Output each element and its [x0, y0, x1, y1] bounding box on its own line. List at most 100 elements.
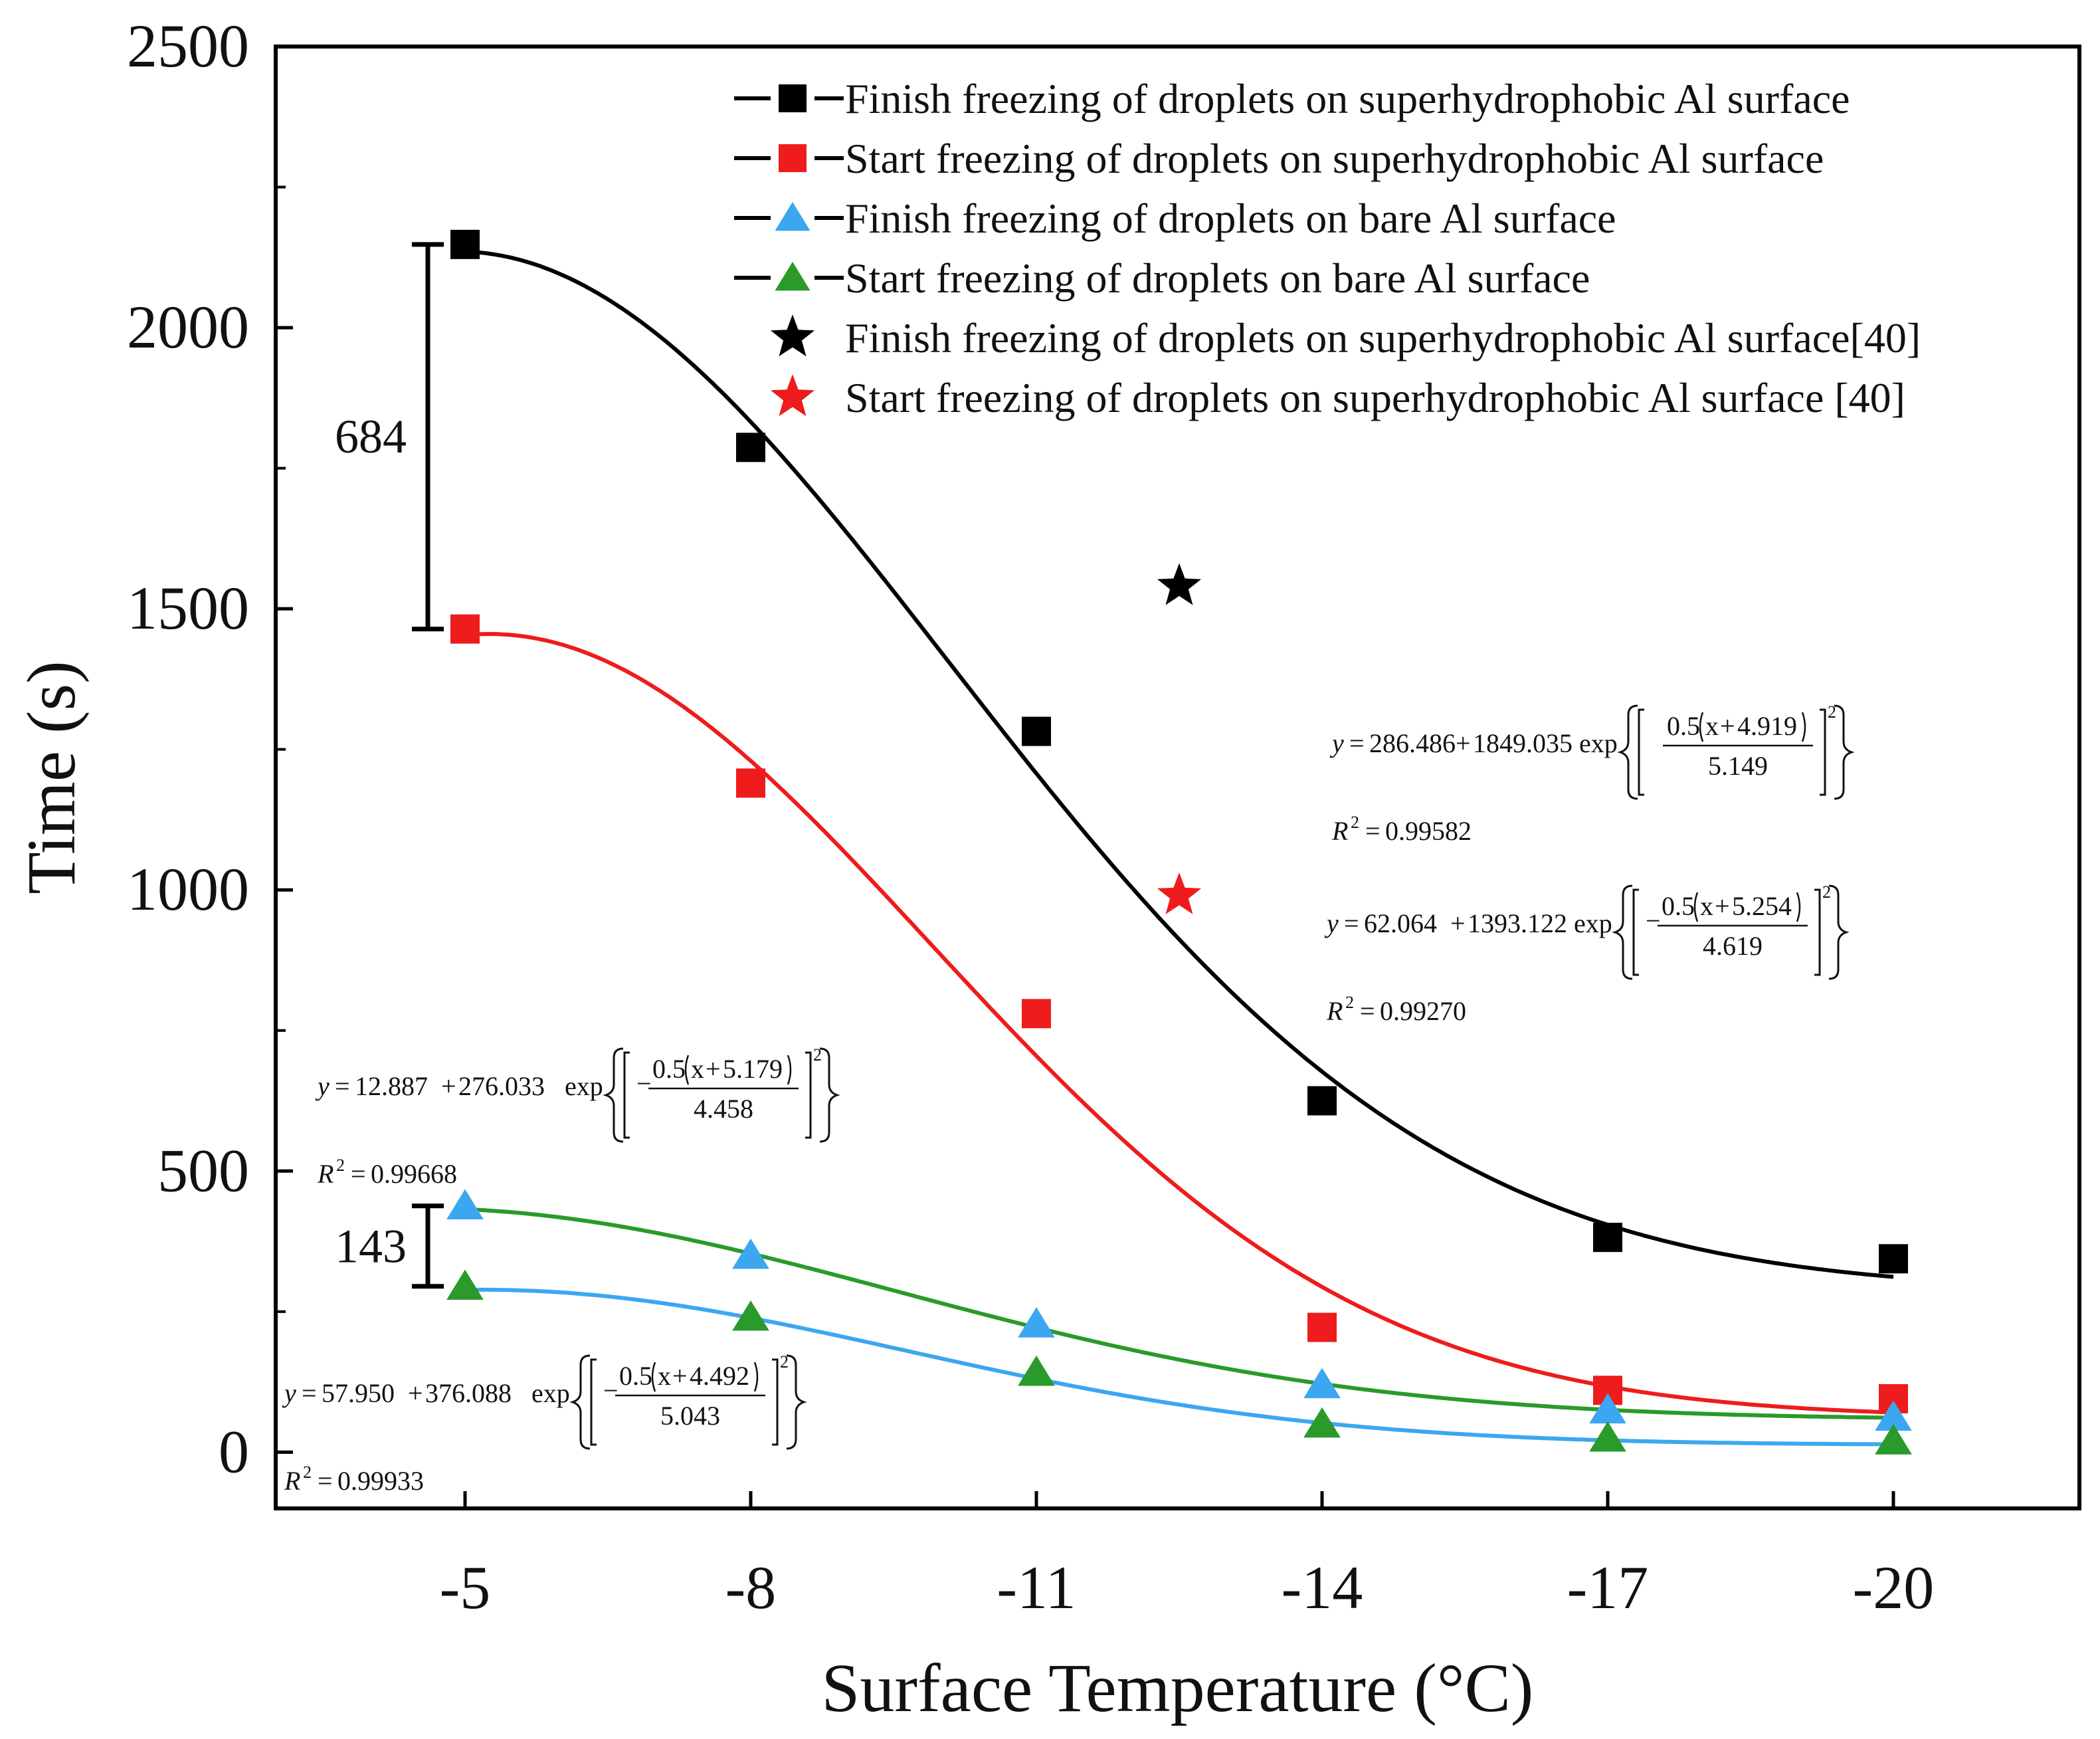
equation-text: R: [284, 1466, 300, 1496]
equation-text: 0.5: [1662, 891, 1695, 921]
brace-left-icon: [1617, 704, 1638, 800]
y-axis-title: Time (s): [13, 661, 90, 894]
data-point-series-1: [736, 768, 765, 798]
equation-text: 2: [1351, 813, 1359, 832]
equation-text: 4.458: [694, 1094, 753, 1124]
brace-left-icon: [569, 1354, 591, 1450]
equation-text: y: [1329, 728, 1344, 758]
y-tick-label: 1000: [127, 855, 249, 923]
paren-right-icon: [1796, 892, 1801, 922]
fit-curve-series-0: [464, 249, 1894, 1279]
paren-left-icon: [651, 1362, 656, 1392]
equation-text: 0.5: [1667, 711, 1700, 741]
data-point-series-1: [1022, 999, 1051, 1029]
data-point-series-2: [1018, 1307, 1055, 1338]
bracket-right-icon: [1814, 888, 1821, 976]
paren-left-icon: [1693, 892, 1699, 922]
equation-text: +: [441, 1071, 456, 1101]
legend-entry-1: Start freezing of droplets on superhydro…: [845, 135, 1824, 182]
data-point-series-2: [1589, 1393, 1626, 1424]
equation-text: 2: [336, 1156, 345, 1175]
x-tick-label: -14: [1282, 1554, 1363, 1621]
equation-text: 2: [780, 1352, 789, 1372]
fit-curve-series-1: [464, 632, 1894, 1415]
bracket-left-icon: [1632, 888, 1639, 976]
equation-text: 2: [1822, 882, 1831, 902]
equation-text: 0.5: [652, 1054, 686, 1084]
legend-entry-5: Start freezing of droplets on superhydro…: [845, 374, 1905, 421]
legend-entry-3: Start freezing of droplets on bare Al su…: [845, 255, 1590, 302]
equation-text: −: [603, 1376, 619, 1405]
equation-text: +: [706, 1054, 721, 1084]
y-tick-label: 0: [219, 1417, 249, 1485]
equation-text: =: [1365, 816, 1381, 846]
equation-text: 2: [1345, 993, 1354, 1012]
equation-text: 0.99933: [337, 1466, 424, 1496]
equation-text: R: [1331, 816, 1348, 846]
equation-text: 376.088: [425, 1378, 512, 1408]
brace-right-icon: [1828, 884, 1850, 980]
equation-text: 0.99668: [371, 1159, 457, 1189]
paren-right-icon: [1801, 712, 1806, 742]
legend-marker-4: [770, 314, 815, 357]
data-point-series-3: [1875, 1424, 1912, 1455]
equation-text: 0.99270: [1380, 996, 1466, 1026]
paren-left-icon: [1699, 712, 1704, 742]
fit-curve-series-2: [464, 1287, 1894, 1447]
equation-text: R: [317, 1159, 334, 1189]
equation-text: +: [408, 1378, 423, 1408]
equation-text: y: [315, 1071, 330, 1101]
data-point-series-2: [1303, 1368, 1341, 1399]
brace-right-icon: [786, 1354, 807, 1450]
legend-marker-3: [775, 261, 811, 291]
brace-right-icon: [819, 1047, 840, 1143]
equation-text: exp: [565, 1071, 603, 1101]
x-tick-label: -20: [1853, 1554, 1935, 1621]
equation-text: 5.179: [723, 1054, 783, 1084]
legend-marker-1: [779, 144, 807, 172]
equation-text: +: [1715, 891, 1730, 921]
equation-text: x: [1705, 711, 1719, 741]
equation-text: 5.254: [1732, 891, 1792, 921]
equation-text: exp: [1574, 908, 1612, 938]
data-point-series-2: [1875, 1400, 1912, 1431]
equation-text: 0.5: [619, 1361, 652, 1391]
equation-text: exp: [531, 1378, 570, 1408]
legend-entry-0: Finish freezing of droplets on superhydr…: [845, 75, 1850, 122]
equation-text: exp: [1579, 728, 1618, 758]
data-point-series-2: [732, 1238, 769, 1269]
equation-text: 276.033: [458, 1071, 545, 1101]
equation-text: 2: [813, 1045, 822, 1065]
equation-text: =: [335, 1071, 350, 1101]
data-point-series-0: [736, 433, 765, 462]
equation-text: 12.887: [355, 1071, 428, 1101]
data-point-series-3: [1589, 1421, 1626, 1452]
equation-text: 5.149: [1708, 751, 1768, 781]
data-point-series-0: [1307, 1086, 1337, 1116]
equation-text: −: [1646, 906, 1661, 936]
equation-text: y: [282, 1378, 296, 1408]
data-point-series-1: [450, 614, 480, 644]
data-point-series-0: [1879, 1244, 1908, 1274]
bracket-left-icon: [590, 1358, 597, 1446]
equation-text: =: [1349, 728, 1365, 758]
bracket-right-icon: [1820, 708, 1826, 796]
legend-marker-5: [770, 374, 815, 417]
data-point-series-0: [450, 229, 480, 259]
gap-label-gap_top: 684: [335, 410, 407, 463]
equation-text: =: [1360, 996, 1375, 1026]
x-tick-label: -17: [1567, 1554, 1649, 1621]
paren-right-icon: [787, 1055, 792, 1085]
legend-marker-0: [779, 84, 807, 112]
data-point-series-0: [1593, 1223, 1622, 1253]
bracket-left-icon: [1638, 708, 1644, 796]
equation-text: 4.919: [1737, 711, 1797, 741]
fit-curve-series-3: [464, 1207, 1894, 1420]
data-point-series-2: [446, 1189, 484, 1220]
equation-text: 1849.035: [1473, 728, 1573, 758]
x-tick-label: -8: [725, 1554, 777, 1621]
